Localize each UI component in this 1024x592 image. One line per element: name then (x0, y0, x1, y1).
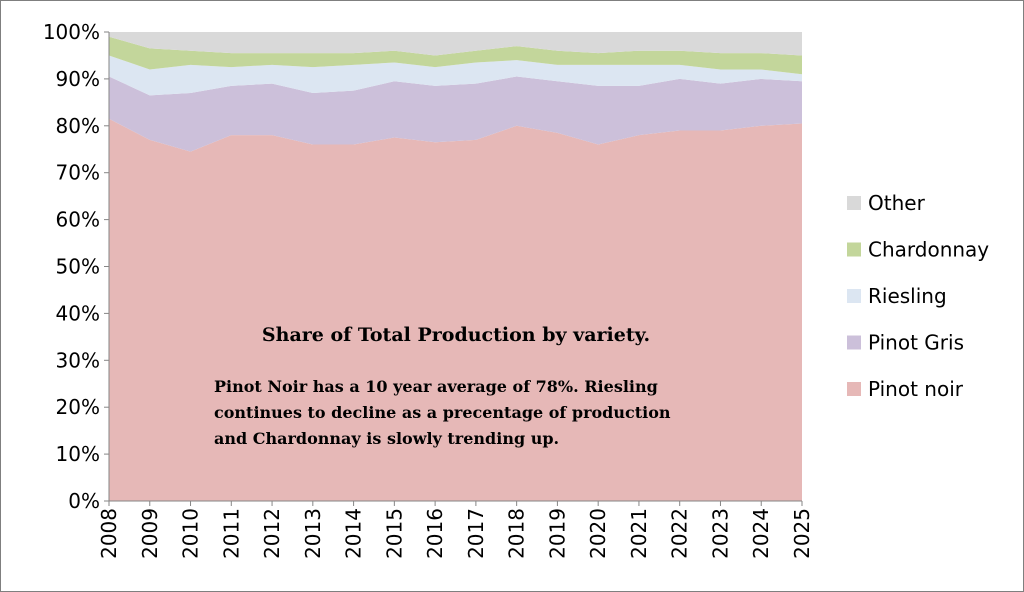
x-tick-label: 2011 (219, 508, 243, 559)
area-layer (109, 32, 802, 501)
annotation-line-2: continues to decline as a precentage of … (214, 403, 671, 422)
legend-label-riesling: Riesling (868, 284, 947, 308)
area-pinot-gris (109, 76, 802, 152)
legend-label-chardonnay: Chardonnay (868, 238, 989, 262)
x-tick-label: 2023 (708, 508, 732, 559)
x-tick-label: 2017 (464, 508, 488, 559)
x-tick-label: 2014 (342, 508, 366, 559)
x-tick-label: 2010 (179, 508, 203, 559)
legend-label-pinot-gris: Pinot Gris (868, 331, 964, 355)
area-chardonnay (109, 36, 802, 75)
x-tick-label: 2015 (382, 508, 406, 559)
y-tick-label: 50% (56, 255, 100, 279)
legend-swatch-pinot-noir (847, 382, 861, 396)
y-tick-label: 20% (56, 395, 100, 419)
x-tick-label: 2025 (790, 508, 814, 559)
x-tick-label: 2022 (668, 508, 692, 559)
y-tick-label: 0% (68, 489, 100, 513)
legend-label-pinot-noir: Pinot noir (868, 377, 964, 401)
y-axis-ticks: 0% 10% 20% 30% 40% 50% 60% 70% 80% 90% 100% (43, 20, 109, 513)
x-tick-label: 2018 (505, 508, 529, 559)
area-riesling (109, 55, 802, 96)
x-tick-label: 2016 (423, 508, 447, 559)
y-tick-label: 80% (56, 114, 100, 138)
y-tick-label: 70% (56, 161, 100, 185)
x-tick-label: 2013 (301, 508, 325, 559)
annotation-title: Share of Total Production by variety. (262, 324, 650, 346)
x-tick-label: 2008 (97, 508, 121, 559)
x-tick-label: 2021 (627, 508, 651, 559)
y-tick-label: 90% (56, 67, 100, 91)
x-tick-label: 2009 (138, 508, 162, 559)
legend-swatch-other (847, 196, 861, 210)
x-axis-ticks: 2008 2009 2010 2011 2012 2013 2014 2015 2016 2017… (97, 501, 814, 559)
x-tick-label: 2020 (586, 508, 610, 559)
legend-swatch-pinot-gris (847, 335, 861, 350)
x-tick-label: 2024 (749, 508, 773, 559)
annotation-line-3: and Chardonnay is slowly trending up. (214, 429, 559, 448)
y-tick-label: 40% (56, 301, 100, 325)
legend-swatch-chardonnay (847, 242, 861, 257)
legend-label-other: Other (868, 191, 926, 215)
x-tick-label: 2012 (260, 508, 284, 559)
area-pinot-noir (109, 118, 802, 501)
x-tick-label: 2019 (545, 508, 569, 559)
y-tick-label: 10% (56, 442, 100, 466)
y-tick-label: 100% (43, 20, 100, 44)
annotation-line-1: Pinot Noir has a 10 year average of 78%.… (214, 377, 658, 396)
y-tick-label: 30% (56, 348, 100, 372)
y-tick-label: 60% (56, 208, 100, 232)
legend: Other Chardonnay Riesling Pinot Gris Pinot n… (847, 191, 989, 401)
legend-swatch-riesling (847, 289, 861, 303)
area-other (109, 32, 802, 56)
